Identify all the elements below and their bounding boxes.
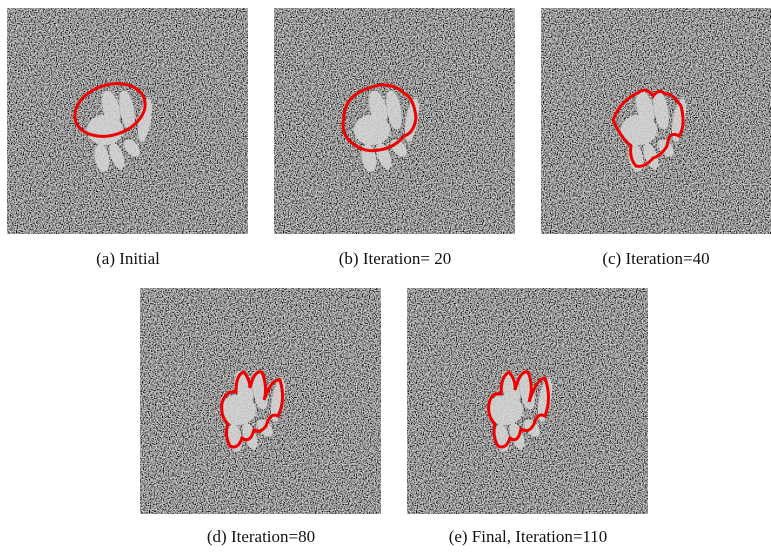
caption: (a) Initial — [96, 249, 160, 268]
caption: (e) Final, Iteration=110 — [449, 527, 608, 546]
panel-e — [407, 288, 648, 514]
panel-c — [541, 8, 771, 234]
panel-b — [274, 8, 515, 234]
figure: (a) Initial (b) Iteration= 20 (c) Iterat… — [0, 0, 771, 552]
panel-a — [7, 8, 248, 234]
caption: (d) Iteration=80 — [207, 527, 315, 546]
caption: (c) Iteration=40 — [602, 249, 709, 268]
panel-d — [140, 288, 381, 514]
caption: (b) Iteration= 20 — [339, 249, 452, 268]
